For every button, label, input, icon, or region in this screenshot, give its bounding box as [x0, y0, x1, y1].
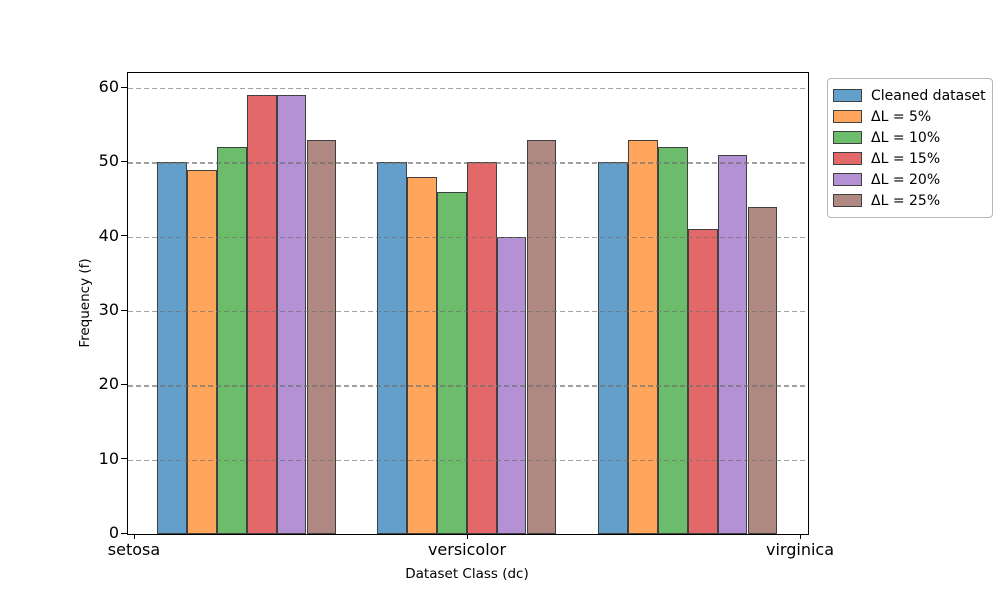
y-tick-label-0: 0	[108, 523, 119, 542]
bar-setosa-l-5	[186, 169, 217, 534]
y-axis-label: Frequency (f)	[77, 258, 93, 348]
y-tick-label-60: 60	[98, 77, 119, 96]
bar-setosa-cleaned-dataset	[157, 162, 187, 534]
y-tick-label-30: 30	[98, 300, 119, 319]
bar-virginica-cleaned-dataset	[598, 162, 628, 534]
legend-entry-l-15: ΔL = 15%	[833, 148, 984, 169]
legend-entry-l-20: ΔL = 20%	[833, 169, 984, 190]
bar-setosa-l-10	[216, 147, 247, 534]
bar-virginica-l-25	[747, 206, 778, 534]
x-tick-label-versicolor: versicolor	[427, 540, 507, 559]
bar-virginica-l-15	[687, 229, 718, 534]
y-tick-mark-20	[121, 383, 127, 386]
legend-patch-l-15	[833, 151, 862, 166]
legend-entry-l-25: ΔL = 25%	[833, 190, 984, 211]
x-tick-mark-versicolor	[467, 534, 469, 540]
legend-entry-l-5: ΔL = 5%	[833, 106, 984, 127]
bar-setosa-l-15	[246, 95, 277, 534]
x-tick-mark-setosa	[134, 534, 136, 540]
x-tick-mark-virginica	[800, 534, 802, 540]
y-tick-mark-60	[121, 86, 127, 88]
legend-label-l-5: ΔL = 5%	[871, 108, 932, 125]
x-axis-label: Dataset Class (dc)	[405, 566, 529, 582]
x-tick-label-virginica: virginica	[766, 540, 834, 559]
y-tick-mark-0	[121, 532, 127, 534]
legend-label-l-25: ΔL = 25%	[871, 192, 941, 209]
bar-versicolor-l-15	[466, 162, 497, 534]
y-tick-mark-40	[121, 235, 127, 237]
bar-versicolor-l-5	[406, 177, 437, 534]
y-tick-label-10: 10	[98, 448, 119, 468]
x-tick-label-setosa: setosa	[107, 540, 161, 559]
legend-label-l-10: ΔL = 10%	[871, 129, 941, 146]
bar-virginica-l-5	[627, 140, 658, 534]
legend-entry-cleaned-dataset: Cleaned dataset	[833, 85, 986, 106]
y-tick-label-50: 50	[98, 151, 119, 171]
y-tick-mark-10	[121, 458, 127, 460]
bar-virginica-l-10	[657, 147, 688, 534]
legend-patch-l-5	[833, 109, 862, 124]
legend-label-cleaned-dataset: Cleaned dataset	[871, 87, 986, 104]
y-tick-mark-30	[121, 309, 127, 311]
legend-label-l-20: ΔL = 20%	[871, 171, 941, 188]
bar-versicolor-cleaned-dataset	[377, 162, 407, 534]
legend-entry-l-10: ΔL = 10%	[833, 127, 984, 148]
bar-versicolor-l-10	[436, 192, 467, 534]
gridline-y-60	[128, 88, 808, 90]
bar-virginica-l-20	[717, 154, 748, 534]
legend: Cleaned dataset ΔL = 5% ΔL = 10% ΔL = 15% ΔL…	[827, 78, 993, 218]
bar-setosa-l-20	[276, 95, 307, 534]
bar-versicolor-l-20	[496, 236, 527, 534]
bar-setosa-l-25	[306, 140, 337, 534]
legend-label-l-15: ΔL = 15%	[871, 150, 941, 167]
legend-patch-cleaned-dataset	[833, 88, 862, 103]
bar-versicolor-l-25	[526, 140, 557, 534]
y-tick-label-40: 40	[98, 225, 119, 245]
plot-area	[127, 72, 809, 535]
legend-patch-l-20	[833, 172, 862, 187]
y-tick-label-20: 20	[98, 374, 119, 394]
y-tick-mark-50	[121, 160, 127, 163]
legend-patch-l-25	[833, 193, 862, 208]
legend-patch-l-10	[833, 130, 862, 145]
